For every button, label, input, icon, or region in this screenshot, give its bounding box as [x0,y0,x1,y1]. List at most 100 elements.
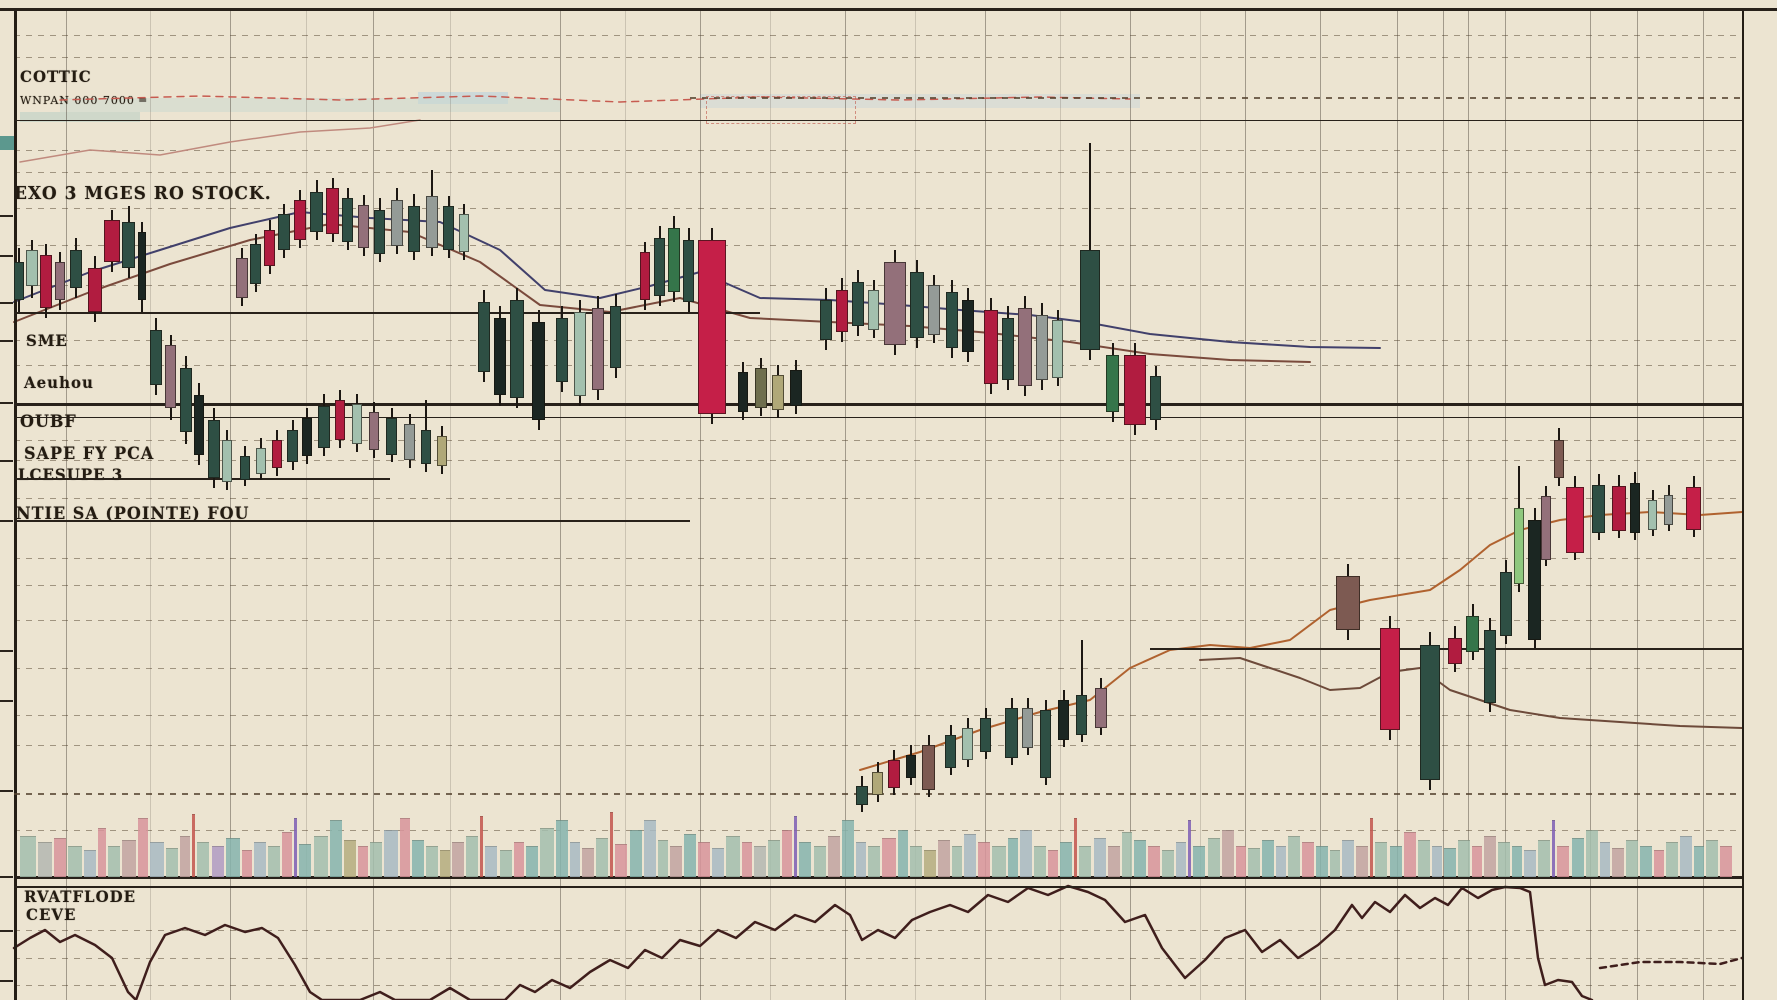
volume-bar [268,846,280,877]
volume-bar [358,846,368,877]
volume-bar [1444,848,1456,877]
candle [326,188,339,234]
candle [592,308,604,390]
axis-tick [0,790,13,792]
candle [1080,250,1100,350]
gridline-horizontal [14,958,1742,959]
gridline-horizontal [14,620,1742,621]
candle [1648,500,1657,530]
gridline-vertical [150,8,151,1000]
candle [374,210,385,254]
volume-bar [1188,820,1191,877]
volume-bar [698,842,710,877]
axis-tick [0,402,13,404]
gridline-vertical [306,8,307,1000]
candle [945,735,956,768]
volume-bar [1060,842,1072,877]
support-line [14,478,390,480]
gridline-vertical [1590,8,1591,1000]
candle [1002,318,1014,380]
volume-bar [828,836,840,877]
gridline-vertical [450,8,451,1000]
volume-bar [1375,842,1387,877]
axis-tick [0,980,13,982]
candle [1036,315,1048,380]
candle [310,192,323,232]
volume-bar [1276,846,1286,877]
axis-line-vertical [1742,8,1744,1000]
volume-bar [150,842,164,877]
support-line [14,886,1742,888]
volume-bar [842,820,854,877]
candle [165,345,176,408]
candle [287,430,298,462]
volume-bar [254,842,266,877]
volume-bar [856,842,866,877]
axis-tick [0,460,13,462]
candle [404,424,415,460]
candle [55,262,65,300]
volume-bar [630,830,642,877]
volume-bar [1680,836,1692,877]
volume-bar [964,834,976,877]
candle [910,272,924,338]
volume-bar [1626,840,1638,877]
candle [278,214,290,250]
ma-navy [13,211,1381,349]
candle [180,368,192,432]
candle [1528,520,1541,640]
gridline-vertical [845,8,846,1000]
gridline-vertical [1130,8,1131,1000]
volume-bar [1122,832,1132,877]
candle [122,222,135,268]
gridline-horizontal [14,830,1742,831]
left-label-oubf: OUBF [20,411,77,432]
ticker-label: COTTIC [20,67,92,87]
candle [318,406,330,448]
volume-bar [1640,846,1652,877]
volume-bar [782,830,792,877]
candle [1448,638,1462,664]
volume-bar [166,848,178,877]
candle [391,200,403,246]
volume-bar [1176,842,1186,877]
candle [1500,572,1512,636]
candle [358,205,369,248]
candle-wick [1080,640,1083,742]
candle [386,418,397,455]
gridline-vertical [560,8,561,1000]
volume-bar [226,838,240,877]
volume-bar [910,846,922,877]
volume-bar [1222,830,1234,877]
candle [755,368,767,408]
candle [1040,710,1051,778]
support-line [14,876,1742,879]
candle [342,198,353,242]
candle [1076,695,1087,735]
candle [272,440,282,468]
volume-bar [1008,838,1018,877]
candle [1150,376,1161,420]
gridline-horizontal [14,745,1742,746]
gridline-vertical [1468,8,1469,1000]
candle [1124,355,1146,425]
volume-bar [1288,836,1300,877]
gridline-horizontal [14,715,1742,716]
volume-bar [1706,840,1718,877]
volume-bar [726,836,740,877]
candle [240,456,250,480]
volume-bar [1666,842,1678,877]
volume-bar [582,848,594,877]
candle [1541,496,1551,560]
candle [532,322,545,420]
volume-bar [84,850,96,877]
candle [421,430,431,464]
axis-tick [0,255,13,257]
volume-bar [282,832,292,877]
volume-bar [485,846,497,877]
axis-tick [0,215,13,217]
gridline-horizontal [14,440,1742,441]
volume-bar [670,846,682,877]
volume-bar [180,836,190,877]
volume-bar [192,814,195,877]
